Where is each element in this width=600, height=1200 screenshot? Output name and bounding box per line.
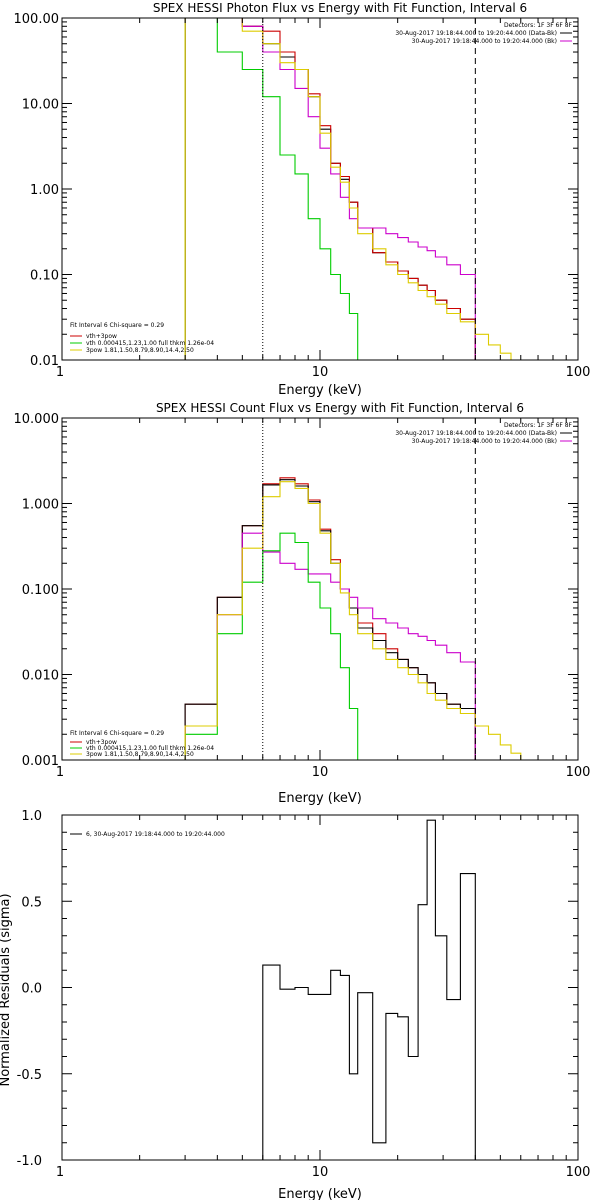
chart-title: SPEX HESSI Photon Flux vs Energy with Fi… <box>153 1 527 15</box>
axes: 1 10 100 0.001 0.010 0.100 1.000 10.000 <box>14 412 591 780</box>
chart-title: SPEX HESSI Count Flux vs Energy with Fit… <box>156 401 524 415</box>
series-line <box>184 17 476 360</box>
x-tick-label: 10 <box>312 1165 329 1180</box>
series-line <box>184 479 476 760</box>
x-tick-label: 100 <box>566 1165 591 1180</box>
legend-entry: 30-Aug-2017 19:18:44.000 to 19:20:44.000… <box>412 38 557 45</box>
x-tick-label: 10 <box>312 765 329 780</box>
legend-entry: vth+3pow <box>86 333 117 340</box>
legend-text: Detectors: 1F 3F 6F 8F <box>504 22 573 29</box>
series-line <box>184 17 476 360</box>
legend-right: Detectors: 1F 3F 6F 8F 30-Aug-2017 19:18… <box>395 422 572 445</box>
legend-left: Fit Interval 6 Chi-square = 0.29 vth+3po… <box>70 730 214 758</box>
legend-text: Fit Interval 6 Chi-square = 0.29 <box>70 322 164 329</box>
y-tick-label: -1.0 <box>17 1154 42 1169</box>
legend-entry: 30-Aug-2017 19:18:44.000 to 19:20:44.000… <box>395 430 557 437</box>
legend-entry: 6, 30-Aug-2017 19:18:44.000 to 19:20:44.… <box>86 831 225 838</box>
series-group <box>184 477 530 761</box>
y-tick-label: 0.10 <box>30 269 59 284</box>
legend-right: Detectors: 1F 3F 6F 8F 30-Aug-2017 19:18… <box>395 22 572 45</box>
series-group <box>184 17 512 361</box>
x-tick-label: 1 <box>56 765 64 780</box>
series-line <box>262 819 476 1160</box>
x-tick-label: 1 <box>56 1165 64 1180</box>
y-tick-label: 10.000 <box>14 412 60 427</box>
series-line <box>184 17 512 360</box>
legend-entry: 3pow 1.81,1.50,8.79,8.90,14.4,2.50 <box>86 347 194 354</box>
panel-residuals: 1 10 100 -1.0 -0.5 0.0 0.5 1.0 Energy (keV) Nor… <box>0 809 590 1200</box>
x-tick-label: 100 <box>566 365 591 380</box>
y-tick-label: 0.100 <box>22 583 59 598</box>
axes: 1 10 100 -1.0 -0.5 0.0 0.5 1.0 <box>17 809 591 1180</box>
series-line <box>184 532 373 761</box>
vertical-markers <box>262 18 476 360</box>
y-tick-label: 1.00 <box>30 183 59 198</box>
x-tick-label: 1 <box>56 365 64 380</box>
plot-frame <box>61 814 579 1161</box>
x-axis-label: Energy (keV) <box>278 1187 362 1200</box>
axes: 1 10 100 0.01 0.10 1.00 10.00 100.00 <box>14 12 591 380</box>
x-axis-label: Energy (keV) <box>278 383 362 398</box>
series-line <box>184 17 373 361</box>
legend-entry: vth+3pow <box>86 739 117 746</box>
y-tick-label: 1.0 <box>21 809 42 824</box>
y-tick-label: 0.5 <box>21 895 42 910</box>
y-tick-label: 0.0 <box>21 982 42 997</box>
y-tick-label: 100.00 <box>14 12 60 27</box>
series-line <box>184 481 530 761</box>
legend-text: Detectors: 1F 3F 6F 8F <box>504 422 573 429</box>
panel-count-flux: SPEX HESSI Count Flux vs Energy with Fit… <box>14 401 591 806</box>
series-group <box>262 819 476 1160</box>
legend-left: Fit Interval 6 Chi-square = 0.29 vth+3po… <box>70 322 214 354</box>
legend-entry: 30-Aug-2017 19:18:44.000 to 19:20:44.000… <box>412 438 557 445</box>
plot-frame <box>61 17 579 361</box>
y-tick-label: 0.01 <box>30 354 59 369</box>
legend-entry: vth 0.000415,1.23,1.00 full thkm 1.26e-0… <box>86 745 214 752</box>
legend-left: 6, 30-Aug-2017 19:18:44.000 to 19:20:44.… <box>70 831 225 838</box>
x-axis-label: Energy (keV) <box>278 791 362 806</box>
vertical-markers <box>262 418 476 760</box>
y-tick-label: -0.5 <box>17 1068 42 1083</box>
y-tick-label: 0.010 <box>22 669 59 684</box>
y-axis-label: Normalized Residuals (sigma) <box>0 893 13 1086</box>
legend-entry: vth 0.000415,1.23,1.00 full thkm 1.26e-0… <box>86 340 214 347</box>
legend-text: Fit Interval 6 Chi-square = 0.29 <box>70 730 164 737</box>
panel-photon-flux: SPEX HESSI Photon Flux vs Energy with Fi… <box>14 1 591 398</box>
legend-entry: 30-Aug-2017 19:18:44.000 to 19:20:44.000… <box>395 30 557 37</box>
x-tick-label: 100 <box>566 765 591 780</box>
y-tick-label: 0.001 <box>22 754 59 769</box>
series-line <box>184 532 476 760</box>
y-tick-label: 1.000 <box>22 498 59 513</box>
x-tick-label: 10 <box>312 365 329 380</box>
y-tick-label: 10.00 <box>22 98 59 113</box>
series-line <box>184 17 476 360</box>
legend-entry: 3pow 1.81,1.50,8.79,8.90,14.4,2.50 <box>86 751 194 758</box>
